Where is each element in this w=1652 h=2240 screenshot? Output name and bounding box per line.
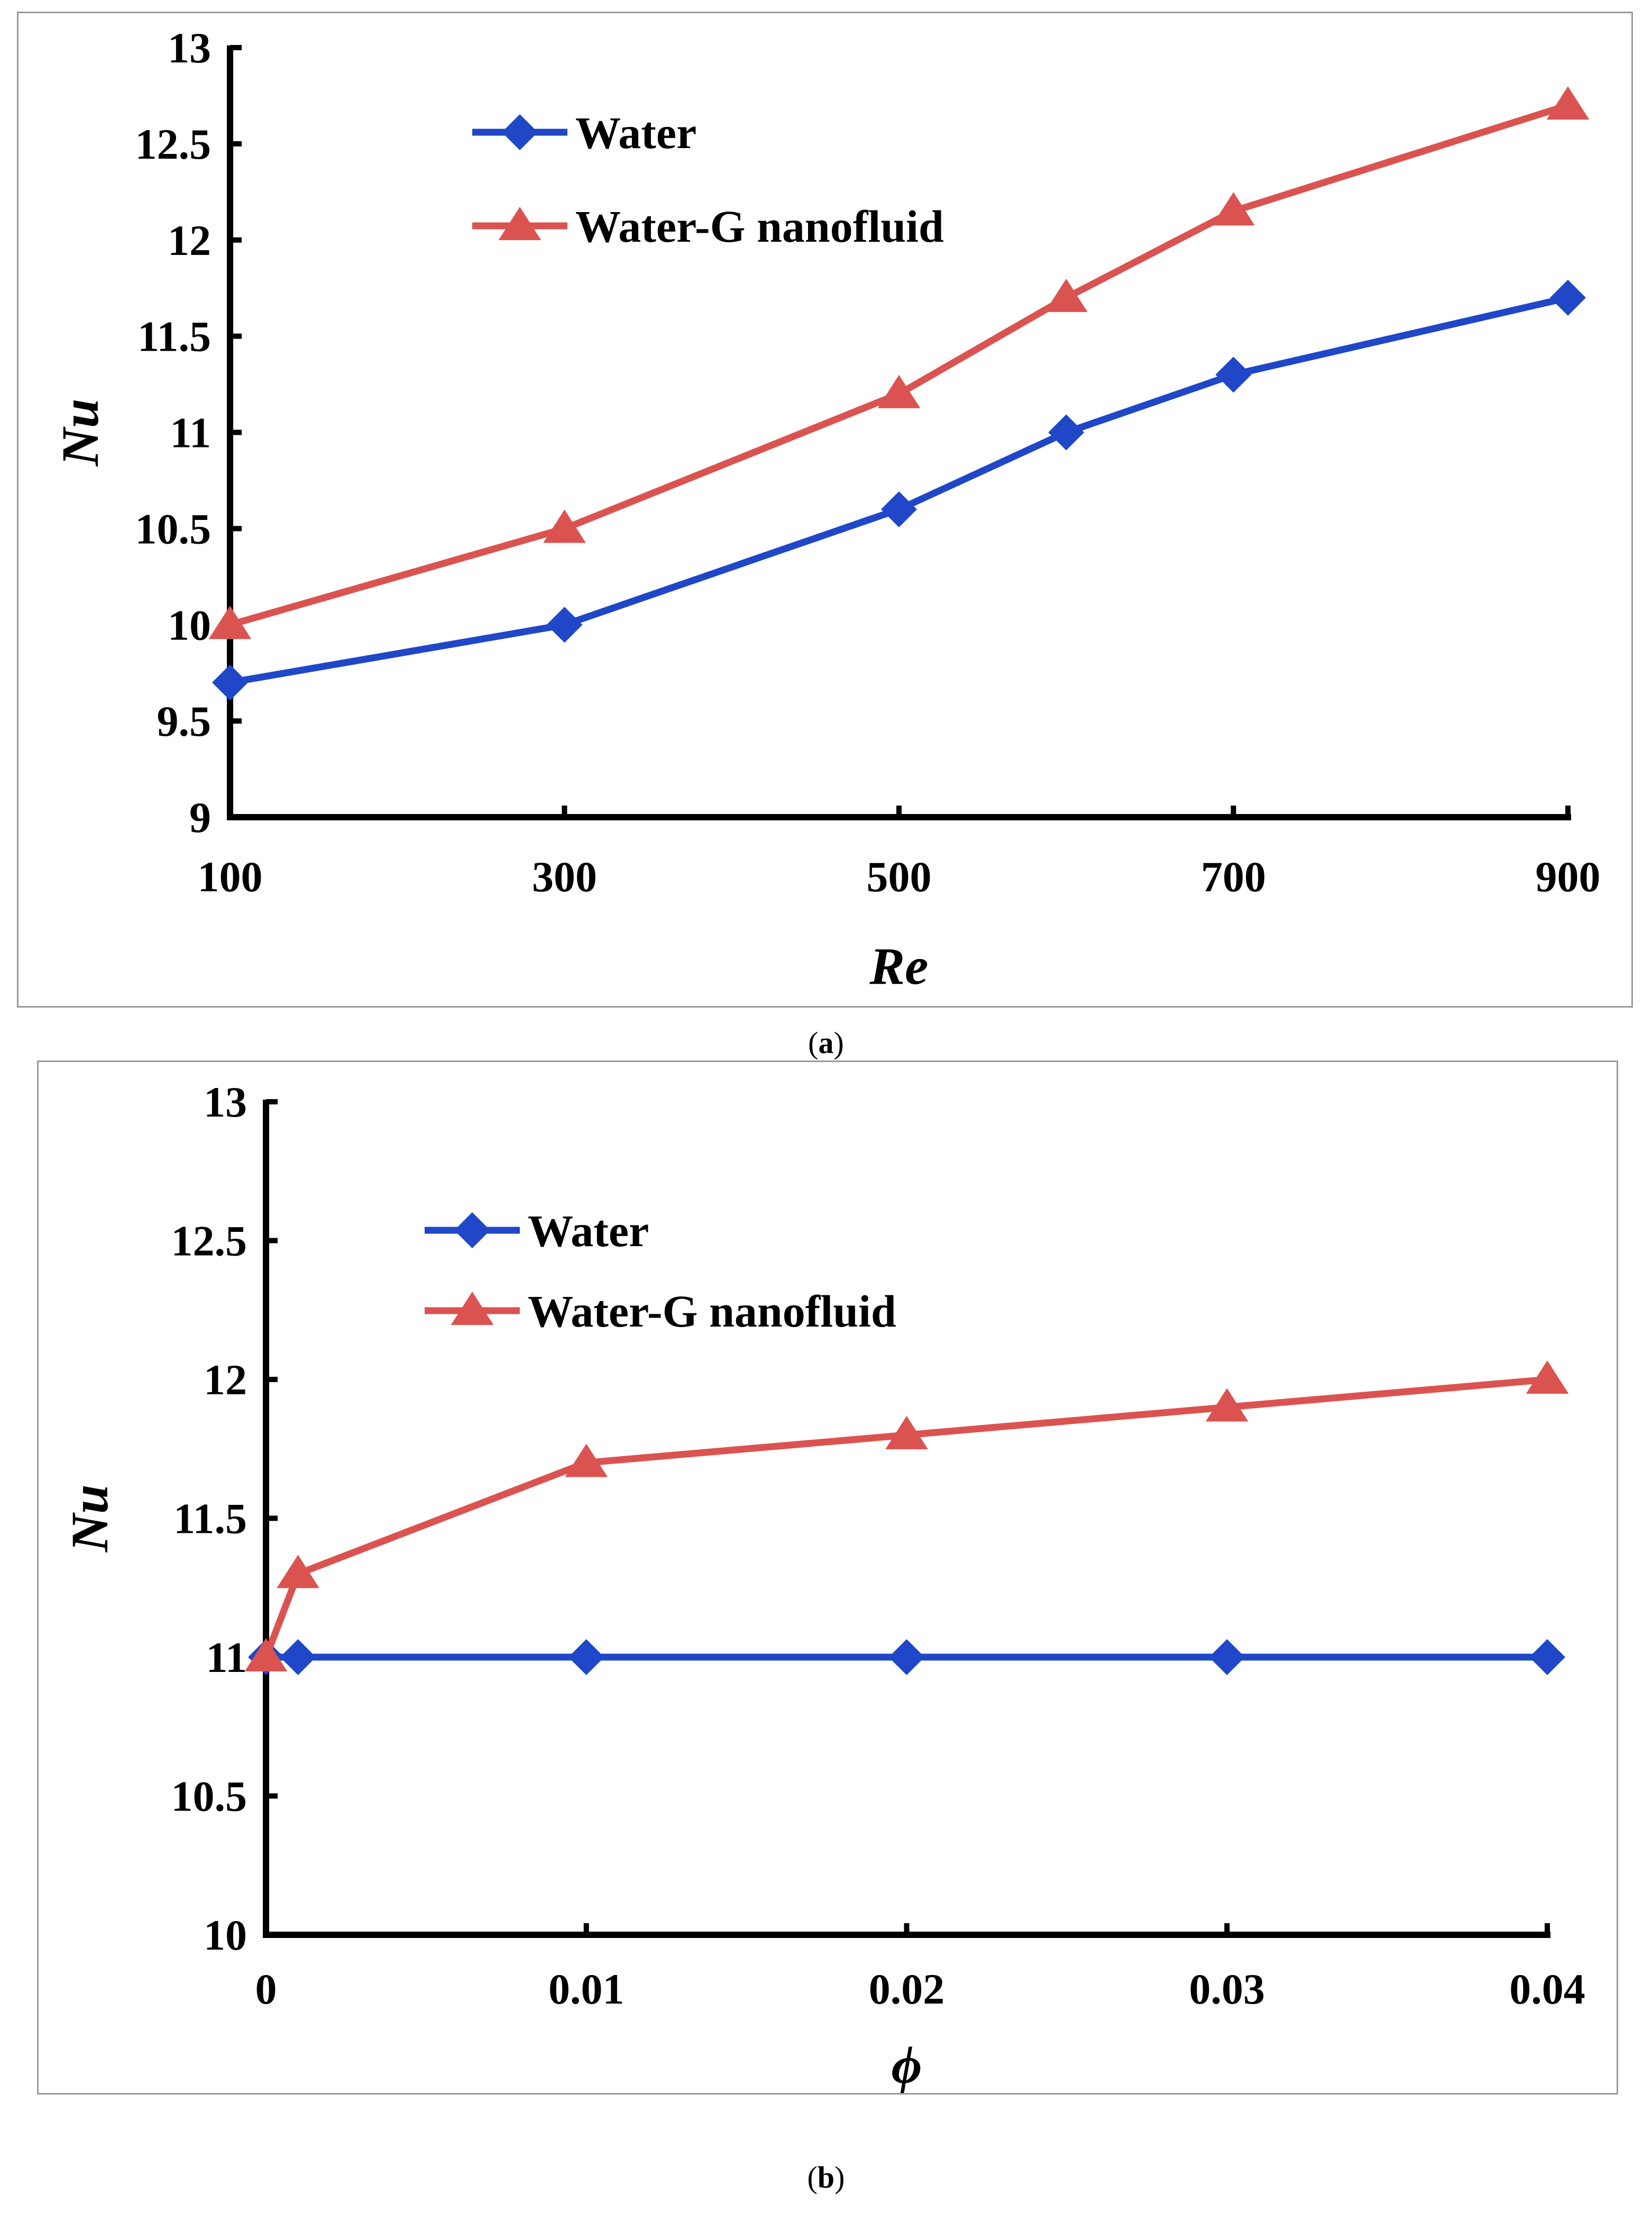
y-tick-label: 9.5 <box>157 697 212 745</box>
caption-b-label: b <box>817 2160 835 2195</box>
data-point <box>546 607 583 643</box>
caption-b: (b) <box>807 2160 845 2195</box>
caption-a-label: a <box>818 1026 834 1060</box>
chart-a-svg: 9 9.5 10 10.5 11 11.5 12 12.5 13 100 300 500 700 900 R… <box>51 24 1601 995</box>
y-tick-label: 10.5 <box>171 1772 247 1821</box>
x-tick-label: 700 <box>1201 853 1266 901</box>
y-tick-label: 11 <box>206 1633 247 1681</box>
y-tick-label: 11.5 <box>137 313 211 361</box>
legend-label-0: Water <box>575 107 696 158</box>
y-tick-label: 13 <box>204 1078 247 1126</box>
legend-label-1: Water-G nanofluid <box>575 201 944 252</box>
x-tick-label: 0.03 <box>1189 1965 1265 2013</box>
y-tick-label: 12 <box>204 1356 247 1404</box>
data-point <box>280 1639 316 1675</box>
y-tick-label: 9 <box>189 793 211 842</box>
series-line-1 <box>229 102 1569 628</box>
x-tick-label: 100 <box>198 853 263 901</box>
data-point <box>1550 279 1586 316</box>
data-point <box>1205 1388 1249 1422</box>
y-tick-label: 12.5 <box>135 120 212 168</box>
legend-marker-1 <box>498 207 542 240</box>
y-tick-label: 12.5 <box>171 1217 247 1265</box>
y-axis-title: Nu <box>51 399 109 467</box>
series-line-0 <box>229 294 1569 686</box>
data-point <box>568 1639 604 1675</box>
caption-a: (a) <box>808 1026 844 1060</box>
x-tick-label: 0 <box>255 1965 277 2013</box>
data-point <box>1044 278 1088 312</box>
legend-marker-0 <box>502 114 538 150</box>
y-tick-label: 11 <box>170 409 211 457</box>
chart-panel-b: 10 10.5 11 11.5 12 12.5 13 0 0.01 0.02 0.03 0.04 ϕ Nu… <box>37 1060 1618 2095</box>
data-point <box>565 1443 608 1477</box>
legend-label-1: Water-G nanofluid <box>528 1286 896 1337</box>
legend-marker-0 <box>454 1212 490 1248</box>
data-point <box>888 1639 925 1675</box>
x-tick-label: 900 <box>1536 853 1601 901</box>
y-tick-label: 11.5 <box>173 1495 247 1543</box>
x-tick-label: 0.04 <box>1509 1965 1585 2013</box>
chart-b-svg: 10 10.5 11 11.5 12 12.5 13 0 0.01 0.02 0.03 0.04 ϕ Nu… <box>60 1078 1585 2093</box>
y-tick-label: 13 <box>168 24 211 72</box>
data-point <box>277 1555 319 1588</box>
y-axis-title: Nu <box>60 1485 119 1553</box>
y-tick-label: 10.5 <box>135 505 212 553</box>
data-point <box>885 1416 928 1449</box>
legend-marker-1 <box>451 1292 494 1325</box>
x-tick-label: 0.02 <box>869 1965 945 2013</box>
data-point <box>1048 414 1085 451</box>
legend-label-0: Water <box>528 1205 649 1256</box>
data-point <box>208 606 252 639</box>
x-axis-title: ϕ <box>892 2036 922 2093</box>
data-point <box>881 491 917 527</box>
data-point <box>212 664 248 701</box>
data-point <box>1546 86 1590 120</box>
x-tick-label: 500 <box>867 853 932 901</box>
y-tick-label: 10 <box>204 1911 247 1959</box>
data-point <box>1529 1639 1565 1675</box>
data-point <box>877 374 921 408</box>
data-point <box>1212 192 1255 226</box>
data-point <box>1209 1639 1245 1675</box>
data-point <box>543 509 586 543</box>
x-axis-title: Re <box>869 937 928 995</box>
x-tick-label: 300 <box>532 853 597 901</box>
chart-panel-a: 9 9.5 10 10.5 11 11.5 12 12.5 13 100 300 500 700 900 R… <box>17 12 1633 1008</box>
y-tick-label: 10 <box>168 601 211 649</box>
data-point <box>1526 1360 1569 1394</box>
data-point <box>1215 356 1252 393</box>
x-tick-label: 0.01 <box>548 1965 625 2013</box>
data-point <box>244 1638 288 1671</box>
y-tick-label: 12 <box>168 216 211 264</box>
